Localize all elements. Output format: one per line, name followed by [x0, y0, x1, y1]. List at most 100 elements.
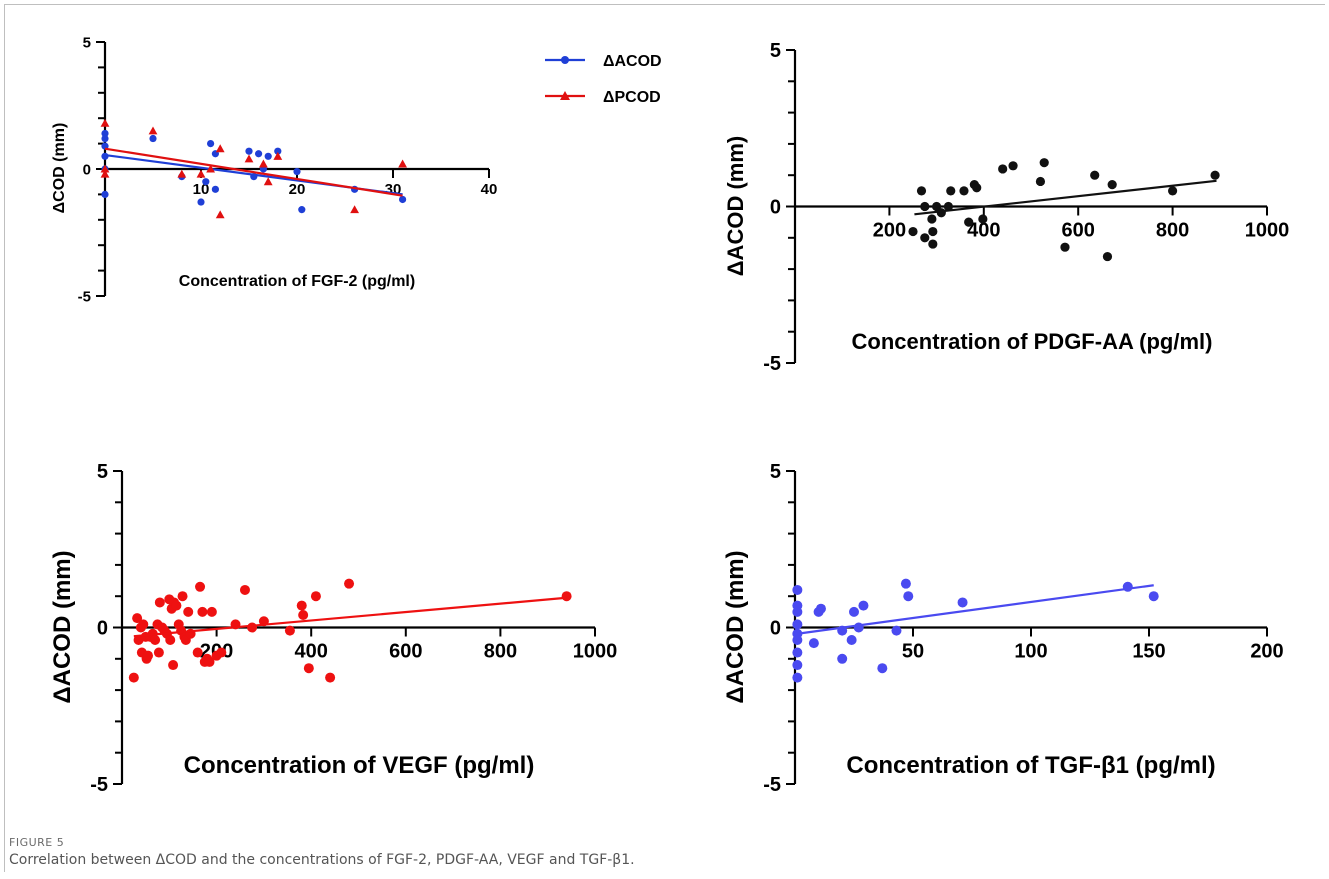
data-point — [916, 186, 927, 196]
x-tick-label: 800 — [1156, 220, 1189, 242]
y-tick-label: 5 — [83, 34, 91, 51]
y-tick-label: 0 — [770, 197, 781, 219]
data-point — [244, 154, 254, 163]
data-point — [153, 647, 164, 658]
series-pcod — [100, 118, 407, 219]
data-point — [264, 152, 272, 160]
data-point — [177, 591, 188, 602]
data-point — [197, 198, 205, 206]
data-point — [284, 625, 295, 636]
data-point — [978, 214, 988, 224]
data-point — [792, 619, 803, 630]
data-point — [149, 134, 157, 143]
data-point — [877, 663, 888, 674]
x-tick-label: 150 — [1132, 641, 1165, 663]
data-point — [171, 600, 182, 611]
data-point — [1008, 161, 1018, 171]
figure-caption: Correlation between ΔCOD and the concent… — [9, 852, 635, 868]
data-point — [920, 201, 930, 212]
legend-label: ΔPCOD — [603, 89, 661, 106]
data-point — [207, 140, 215, 148]
figure-label: FIGURE 5 — [9, 836, 65, 849]
data-point — [239, 584, 250, 595]
data-point — [792, 672, 803, 683]
data-point — [211, 185, 219, 193]
data-point — [920, 233, 930, 243]
x-axis-title: Concentration of FGF-2 (pg/ml) — [179, 273, 415, 290]
trend-line — [104, 147, 403, 197]
data-point — [263, 177, 273, 186]
y-tick-label: 5 — [97, 461, 108, 483]
data-point — [273, 151, 283, 160]
data-point — [792, 635, 803, 646]
data-point — [165, 635, 176, 646]
x-tick-label: 600 — [389, 641, 422, 663]
data-point — [932, 201, 942, 212]
data-point — [195, 581, 206, 592]
data-point — [1148, 591, 1159, 602]
y-tick-label: 5 — [770, 40, 781, 62]
data-point — [808, 638, 819, 649]
data-point — [154, 597, 165, 608]
data-point — [900, 578, 911, 589]
data-point — [1060, 242, 1070, 252]
data-point — [964, 217, 974, 227]
data-point — [245, 147, 253, 155]
data-point — [132, 613, 143, 624]
data-point — [202, 178, 210, 186]
data-point — [399, 195, 407, 204]
x-tick-label: 1000 — [1245, 220, 1290, 242]
data-point — [100, 169, 110, 178]
data-point — [206, 606, 217, 617]
data-point — [196, 169, 206, 178]
data-point — [344, 578, 355, 589]
data-point — [216, 647, 227, 658]
x-axis-title: Concentration of VEGF (pg/ml) — [184, 752, 535, 779]
y-axis-title: ΔACOD (mm) — [49, 550, 76, 703]
data-point — [148, 126, 158, 135]
data-point — [1035, 176, 1046, 187]
data-point — [792, 606, 803, 617]
data-point — [957, 597, 968, 608]
y-axis-title: ΔCOD (mm) — [51, 123, 68, 214]
data-point — [247, 622, 258, 633]
data-point — [792, 660, 803, 671]
x-tick-label: 800 — [484, 641, 517, 663]
data-point — [100, 164, 110, 173]
data-point — [858, 600, 869, 611]
data-point — [215, 210, 225, 219]
series-vegf — [128, 578, 572, 683]
data-point — [946, 186, 956, 196]
data-point — [101, 134, 109, 143]
data-point — [943, 201, 954, 212]
y-tick-label: 5 — [770, 461, 781, 483]
data-point — [837, 653, 848, 664]
x-tick-label: 10 — [193, 181, 210, 198]
x-tick-label: 400 — [295, 641, 328, 663]
data-point — [298, 206, 306, 214]
data-point — [206, 164, 215, 173]
data-point — [815, 603, 826, 614]
data-point — [192, 647, 203, 658]
x-axis-title: Concentration of TGF-β1 (pg/ml) — [846, 752, 1215, 779]
data-point — [792, 647, 803, 658]
data-point — [293, 167, 301, 176]
data-point — [197, 606, 208, 617]
data-point — [1039, 158, 1049, 168]
chart-pdgf: 5 0 -5 200 400 600 800 1000 Concentration of PDG… — [723, 40, 1289, 375]
data-point — [561, 591, 572, 602]
data-point — [177, 169, 187, 178]
figure-frame — [4, 4, 1325, 872]
y-tick-label: -5 — [763, 774, 781, 796]
data-point — [255, 150, 263, 158]
data-point — [259, 159, 268, 168]
data-point — [1107, 179, 1117, 190]
data-point — [1210, 170, 1220, 180]
data-point — [296, 600, 307, 611]
y-axis-title: ΔACOD (mm) — [722, 550, 749, 703]
data-point — [303, 663, 314, 674]
y-tick-label: 0 — [83, 161, 91, 178]
